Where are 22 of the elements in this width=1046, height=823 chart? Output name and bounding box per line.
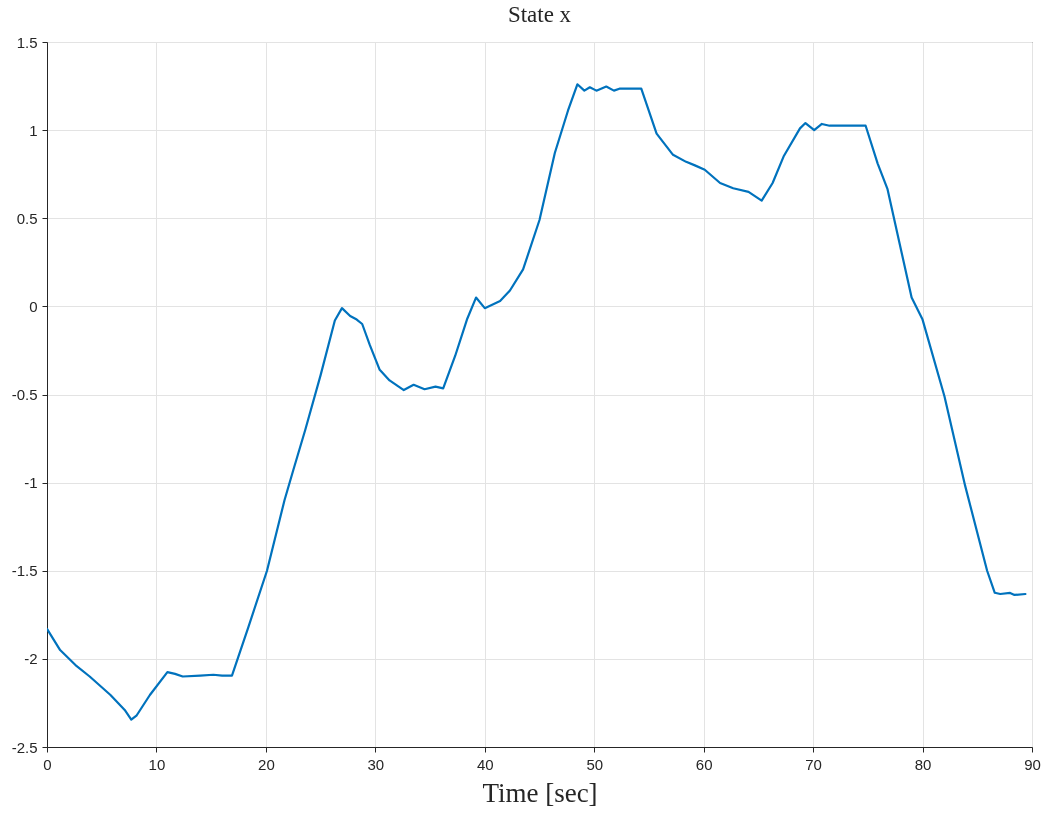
x-axis-title: Time [sec] (482, 777, 598, 808)
y-tick-label: -1 (24, 474, 38, 492)
chart-title: State x (507, 2, 572, 27)
x-tick-label: 80 (914, 755, 932, 773)
y-tick-label: -2 (24, 650, 38, 668)
x-tick-label: 90 (1024, 755, 1041, 773)
x-tick-label: 10 (148, 755, 166, 773)
x-tick-label: 70 (805, 755, 822, 773)
y-tick-label: -2.5 (11, 738, 38, 756)
x-tick-label: 40 (476, 755, 494, 773)
y-tick-label: 0 (29, 297, 38, 315)
y-tick-label: -1.5 (11, 562, 38, 580)
x-tick-label: 50 (586, 755, 604, 773)
y-tick-label: 0.5 (16, 209, 38, 227)
y-tick-label: 1.5 (16, 33, 38, 51)
x-tick-label: 20 (258, 755, 275, 773)
x-tick-label: 0 (43, 755, 52, 773)
y-tick-label: 1 (29, 121, 38, 139)
x-tick-label: 60 (695, 755, 713, 773)
line-series (47, 83, 1027, 721)
y-tick-label: -0.5 (11, 386, 38, 403)
x-tick-label: 30 (367, 755, 385, 773)
